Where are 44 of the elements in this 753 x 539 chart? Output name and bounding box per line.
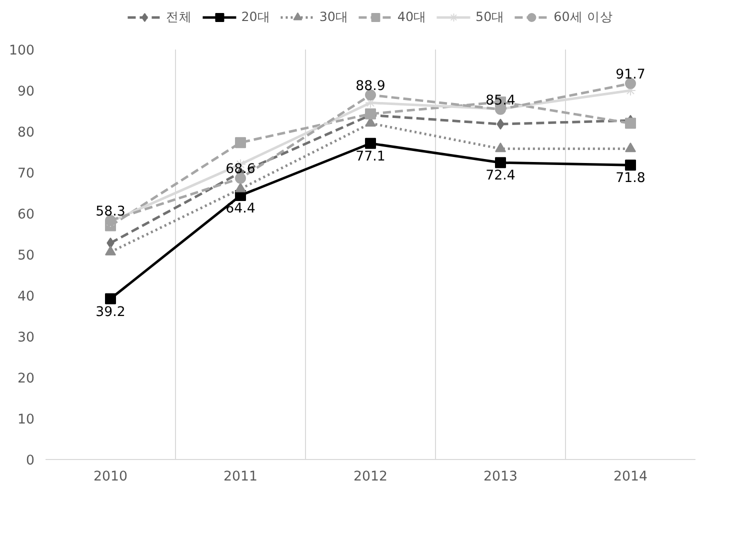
x-tick-label: 2011	[224, 470, 258, 484]
legend-label: 40대	[397, 8, 427, 26]
legend-label: 60세 이상	[554, 8, 613, 26]
point	[625, 78, 636, 90]
data-label: 72.4	[486, 168, 516, 184]
point	[625, 142, 636, 152]
x-tick-label: 2012	[354, 470, 388, 484]
data-label: 85.4	[486, 93, 516, 108]
point	[235, 137, 246, 148]
data-label: 68.6	[226, 162, 256, 178]
y-tick-label: 80	[18, 126, 35, 140]
legend-label: 50대	[476, 8, 505, 26]
y-tick-label: 20	[18, 372, 35, 386]
point	[105, 246, 116, 256]
y-tick-label: 70	[18, 166, 35, 182]
point	[365, 90, 376, 100]
legend-label: 20대	[241, 8, 270, 26]
x-tick-label: 2010	[94, 470, 128, 484]
y-tick-label: 10	[18, 412, 35, 428]
data-label: 88.9	[356, 79, 386, 94]
legend-label: 전체	[166, 8, 192, 26]
data-label: 39.2	[96, 304, 126, 320]
y-tick-label: 100	[9, 44, 35, 58]
data-label: 91.7	[616, 68, 646, 83]
point	[625, 160, 636, 171]
point	[495, 142, 506, 152]
point	[235, 182, 246, 192]
data-label: 58.3	[96, 204, 126, 220]
point	[495, 157, 506, 168]
point	[105, 293, 116, 304]
y-tick-label: 0	[26, 454, 35, 468]
legend-label: 30대	[319, 8, 348, 26]
y-tick-label: 30	[18, 330, 35, 346]
x-tick-label: 2013	[484, 470, 518, 484]
data-label: 71.8	[616, 171, 646, 186]
point	[235, 172, 246, 184]
y-tick-label: 90	[18, 84, 35, 100]
point	[365, 138, 376, 149]
x-tick-label: 2014	[614, 470, 648, 484]
y-tick-label: 60	[18, 208, 35, 222]
point	[625, 118, 636, 129]
y-tick-label: 40	[18, 290, 35, 304]
y-tick-label: 50	[18, 248, 35, 264]
data-label: 77.1	[356, 149, 386, 164]
